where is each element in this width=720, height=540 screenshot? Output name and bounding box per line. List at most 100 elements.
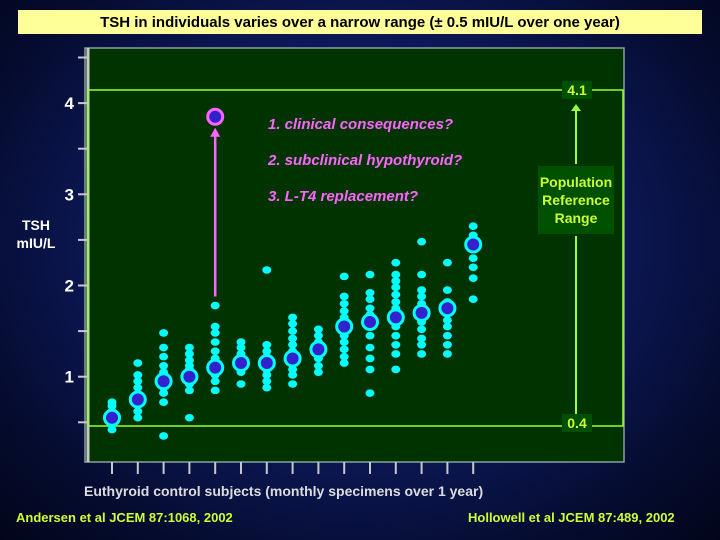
reference-line-3: Range <box>554 210 598 226</box>
subject-mean-marker <box>103 408 121 427</box>
data-point <box>339 345 349 354</box>
data-point <box>365 389 375 397</box>
data-point <box>391 298 401 306</box>
data-point <box>288 334 298 343</box>
subject-mean-marker <box>464 235 483 254</box>
data-point <box>210 338 220 346</box>
data-point <box>339 272 349 281</box>
outlier-marker <box>206 107 225 126</box>
data-point <box>184 413 194 422</box>
data-point <box>288 380 298 388</box>
data-point <box>468 222 478 231</box>
data-point <box>365 343 375 352</box>
subject-mean-marker <box>232 354 250 373</box>
reference-line-1: Population <box>539 174 613 190</box>
data-point <box>365 331 375 340</box>
data-point <box>339 352 349 361</box>
data-point <box>313 361 323 370</box>
data-point <box>159 361 169 370</box>
subject-mean-marker <box>206 358 225 377</box>
data-point <box>133 359 143 367</box>
plot-area <box>84 47 625 463</box>
data-point <box>236 338 246 346</box>
data-point <box>210 322 220 331</box>
y-tick-label: 3 <box>65 185 74 204</box>
data-point <box>210 329 220 337</box>
data-point <box>210 347 220 355</box>
data-point <box>417 325 427 334</box>
data-point <box>468 295 478 303</box>
data-point <box>133 413 143 422</box>
data-point <box>159 343 169 352</box>
note-clinical-consequences: 1. clinical consequences? <box>268 116 454 133</box>
data-point <box>262 371 272 379</box>
data-point <box>159 432 169 440</box>
data-point <box>417 286 427 294</box>
data-point <box>442 340 452 349</box>
data-point <box>391 350 401 358</box>
reference-line-2: Reference <box>542 192 610 208</box>
data-point <box>365 288 375 297</box>
data-point <box>262 377 272 386</box>
x-axis-label: Euthyroid control subjects (monthly spec… <box>84 483 484 499</box>
subject-mean-marker <box>309 340 328 359</box>
data-point <box>365 365 375 374</box>
data-point <box>391 283 401 292</box>
data-point <box>262 340 272 349</box>
data-point <box>133 407 143 416</box>
data-point <box>391 365 401 374</box>
data-point <box>417 292 427 301</box>
data-point <box>133 371 143 379</box>
data-point <box>159 398 169 407</box>
data-point <box>442 350 452 358</box>
data-point <box>391 331 401 340</box>
data-point <box>391 258 401 267</box>
data-point <box>468 274 478 283</box>
data-point <box>391 270 401 279</box>
reference-range-label: Population Reference Range <box>538 166 614 234</box>
subject-mean-marker <box>361 312 379 331</box>
data-point <box>417 270 427 279</box>
data-point <box>288 313 298 322</box>
data-point <box>288 327 298 335</box>
data-point <box>288 371 298 379</box>
data-point <box>391 340 401 349</box>
data-point <box>184 361 194 370</box>
subject-mean-marker <box>283 349 302 368</box>
reference-arrow-head-up <box>571 103 581 111</box>
y-tick-label: 4 <box>65 94 75 113</box>
data-point <box>442 316 452 324</box>
data-point <box>210 377 220 386</box>
citation-right: Hollowell et al JCEM 87:489, 2002 <box>468 510 675 525</box>
subject-mean-marker <box>257 354 276 373</box>
data-point <box>313 325 323 334</box>
subject-mean-marker <box>335 317 354 336</box>
data-point <box>339 338 349 346</box>
data-point <box>339 299 349 308</box>
data-point <box>184 386 194 395</box>
data-point <box>159 389 169 397</box>
data-point <box>288 320 298 328</box>
subject-mean-marker <box>154 372 173 391</box>
upper-limit-label: 4.1 <box>562 81 592 99</box>
data-point <box>339 292 349 301</box>
data-point <box>365 304 375 313</box>
data-point <box>339 307 349 315</box>
data-point <box>262 266 272 274</box>
data-point <box>288 340 298 349</box>
citation-left: Andersen et al JCEM 87:1068, 2002 <box>16 510 233 525</box>
y-tick-label: 1 <box>65 368 74 387</box>
data-point <box>288 365 298 374</box>
subject-mean-marker <box>180 367 199 386</box>
data-point <box>313 368 323 376</box>
note-subclinical-hypothyroid: 2. subclinical hypothyroid? <box>268 152 463 169</box>
data-point <box>365 270 375 279</box>
data-point <box>133 383 143 392</box>
data-point <box>391 290 401 299</box>
y-axis-label-line-1: TSH <box>22 217 50 233</box>
data-point <box>339 359 349 367</box>
lower-limit-label: 0.4 <box>562 414 592 432</box>
reference-range-band <box>87 89 624 427</box>
data-point <box>417 334 427 343</box>
data-point <box>236 343 246 352</box>
